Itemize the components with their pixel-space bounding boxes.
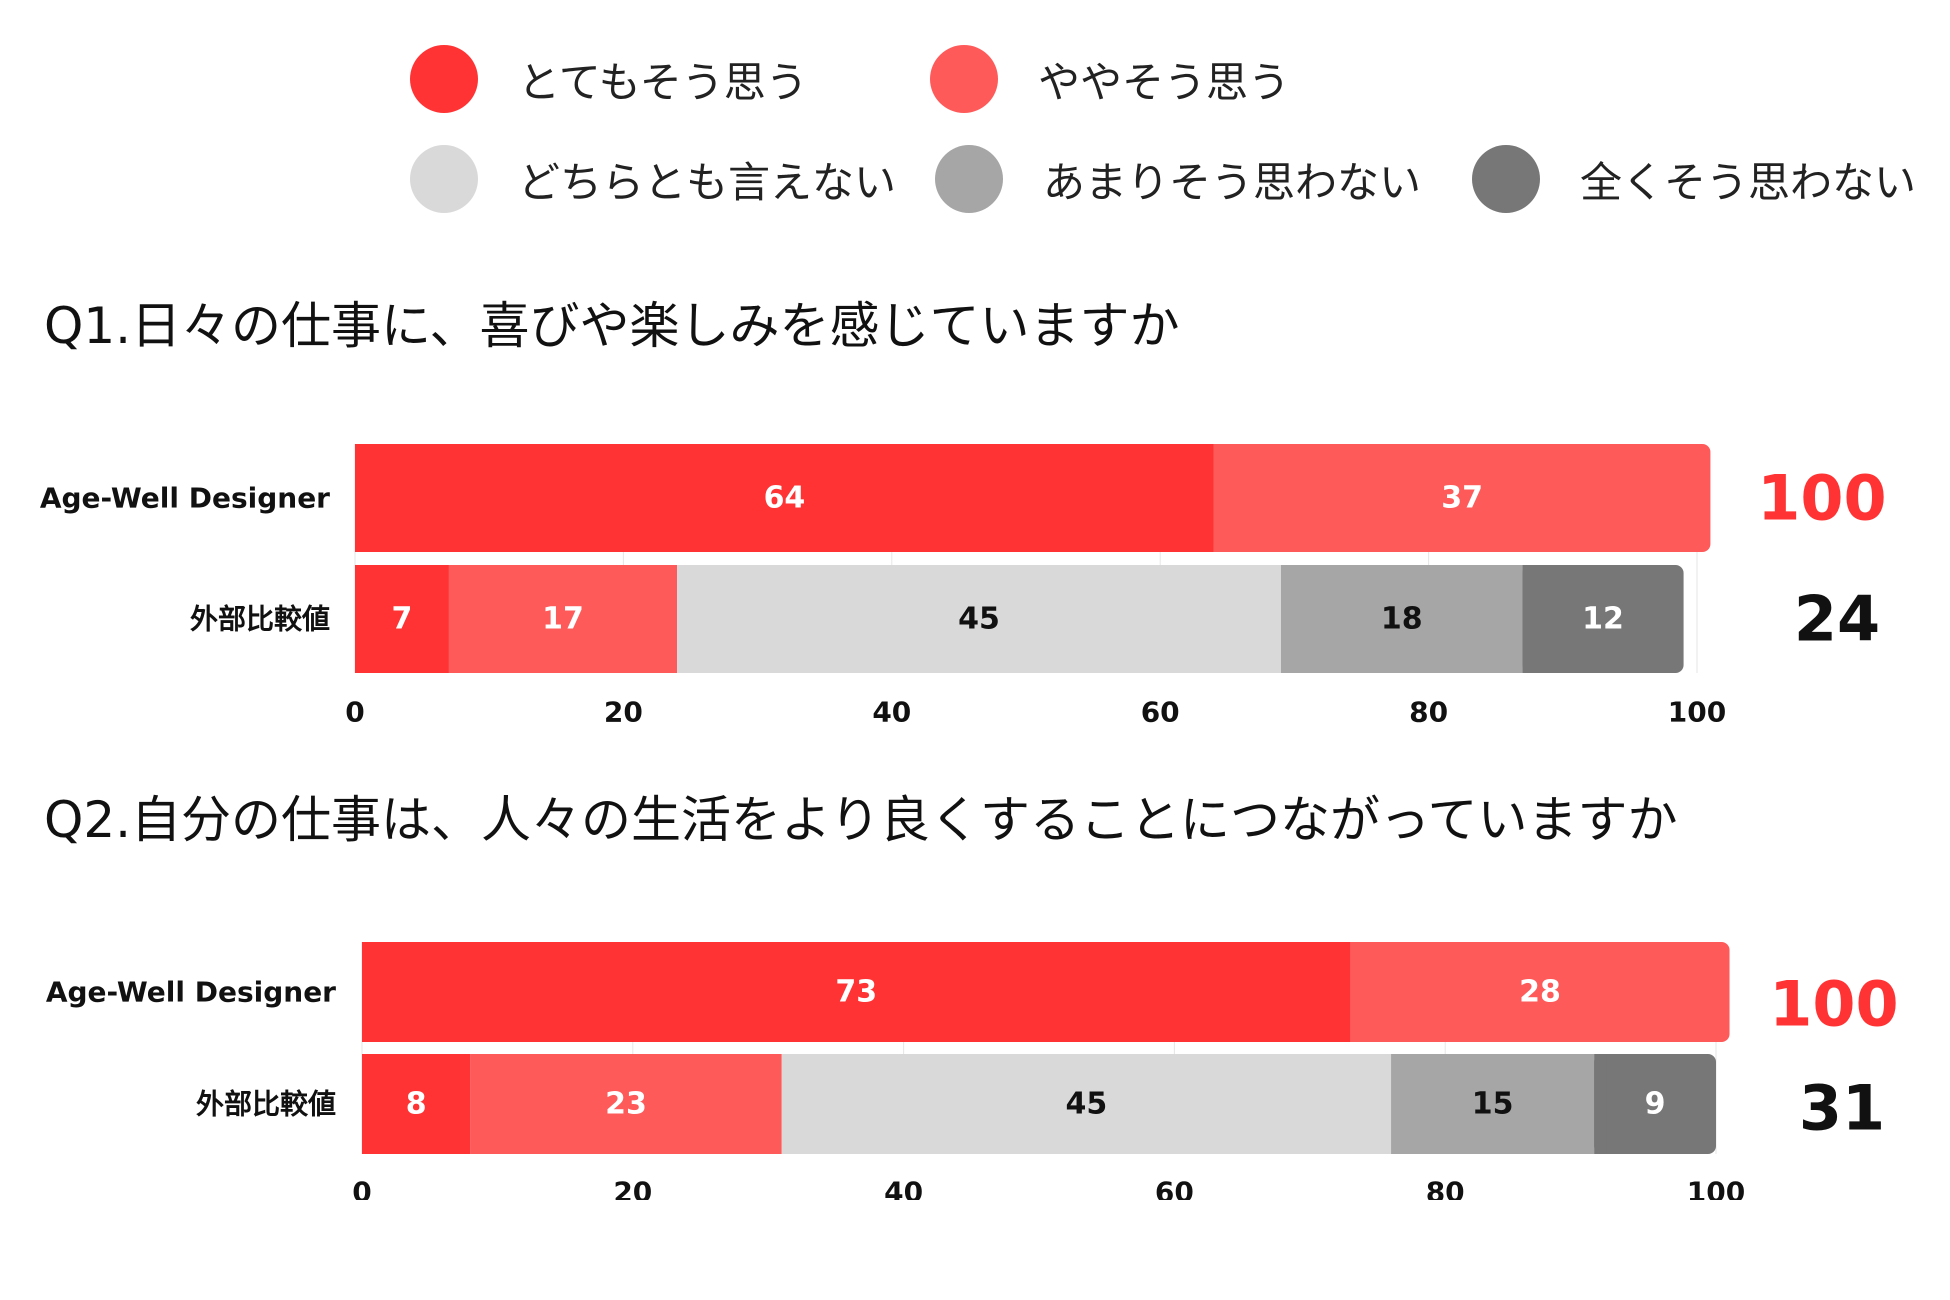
x-tick-label: 100 (1668, 696, 1726, 729)
x-tick-label: 40 (872, 696, 911, 729)
x-tick-label: 100 (1687, 1176, 1745, 1201)
legend: とてもそう思う ややそう思うどちらとも言えない あまりそう思わない 全くそう思わない (0, 0, 1950, 240)
data-label: 7 (392, 602, 413, 637)
row-label: 外部比較値 (190, 603, 330, 636)
x-tick-label: 80 (1409, 696, 1448, 729)
data-label: 28 (1519, 975, 1561, 1010)
bar-segment (781, 1054, 1392, 1154)
x-tick-label: 20 (613, 1176, 652, 1201)
data-label: 73 (835, 975, 877, 1010)
total-value: 31 (1799, 1072, 1885, 1145)
bar-segment-fill (1350, 942, 1363, 1042)
bar-segment (1391, 1054, 1595, 1154)
x-tick-label: 20 (604, 696, 643, 729)
q1-stacked-bar-chart: Age-Well Designer 64 37 100 外部比較値 7 17 45 18 12 24… (40, 444, 1887, 729)
data-label: 45 (958, 602, 1000, 637)
bar-segment (362, 1054, 471, 1154)
bar-segment (1350, 942, 1730, 1042)
data-label: 12 (1582, 602, 1624, 637)
data-label: 45 (1066, 1087, 1108, 1122)
legend-item: どちらとも言えない (410, 145, 896, 213)
row-label: Age-Well Designer (46, 976, 336, 1009)
legend-swatch (930, 45, 998, 113)
question-1-title: Q1.日々の仕事に、喜びや楽しみを感じていますか (44, 297, 1180, 355)
legend-label: ややそう思う (1038, 57, 1291, 107)
bar-segment-fill (1213, 444, 1226, 552)
x-tick-label: 0 (345, 696, 364, 729)
bar-segment (362, 942, 1351, 1042)
data-label: 8 (406, 1087, 427, 1122)
x-tick-label: 80 (1426, 1176, 1465, 1201)
bar-segment (448, 565, 678, 673)
legend-item: とてもそう思う (410, 45, 808, 113)
data-label: 23 (605, 1087, 647, 1122)
legend-label: 全くそう思わない (1580, 157, 1917, 207)
legend-label: あまりそう思わない (1043, 157, 1422, 207)
total-value: 24 (1794, 583, 1880, 656)
data-label: 37 (1441, 481, 1483, 516)
bar-segment (470, 1054, 782, 1154)
row-label: Age-Well Designer (40, 482, 330, 515)
bar-segment (1594, 1054, 1716, 1154)
x-tick-label: 0 (352, 1176, 371, 1201)
bar-segment (1522, 565, 1684, 673)
legend-item: ややそう思う (930, 45, 1290, 113)
row-label: 外部比較値 (196, 1088, 336, 1121)
bar-row: 73 28 (362, 942, 1730, 1042)
q2-stacked-bar-chart: Age-Well Designer 73 28 100 外部比較値 8 23 45 15 9 31 0… (46, 942, 1899, 1201)
legend-swatch (1472, 145, 1540, 213)
legend-item: あまりそう思わない (935, 145, 1421, 213)
legend-swatch (410, 45, 478, 113)
bar-segment (1213, 444, 1711, 552)
legend-swatch (935, 145, 1003, 213)
x-tick-label: 60 (1141, 696, 1180, 729)
question-2-title: Q2.自分の仕事は、人々の生活をより良くすることにつながっていますか (44, 791, 1678, 849)
bar-segment (1280, 565, 1523, 673)
data-label: 9 (1645, 1087, 1666, 1122)
x-tick-label: 40 (884, 1176, 923, 1201)
bar-row: 64 37 (355, 444, 1711, 552)
data-label: 64 (764, 481, 806, 516)
data-label: 18 (1381, 602, 1423, 637)
x-tick-label: 60 (1155, 1176, 1194, 1201)
bar-segment-fill (1522, 565, 1535, 673)
data-label: 15 (1472, 1087, 1514, 1122)
bar-segment (355, 565, 449, 673)
legend-item: 全くそう思わない (1472, 145, 1916, 213)
bar-segment-fill (1594, 1054, 1607, 1154)
legend-label: とてもそう思う (518, 57, 808, 107)
bar-segment (355, 444, 1214, 552)
data-label: 17 (542, 602, 584, 637)
bar-segment (677, 565, 1281, 673)
bar-row: 8 23 45 15 9 (362, 1054, 1716, 1154)
total-value: 100 (1757, 462, 1886, 535)
legend-label: どちらとも言えない (518, 157, 897, 207)
total-value: 100 (1769, 968, 1898, 1041)
bar-row: 7 17 45 18 12 (355, 565, 1684, 673)
legend-swatch (410, 145, 478, 213)
